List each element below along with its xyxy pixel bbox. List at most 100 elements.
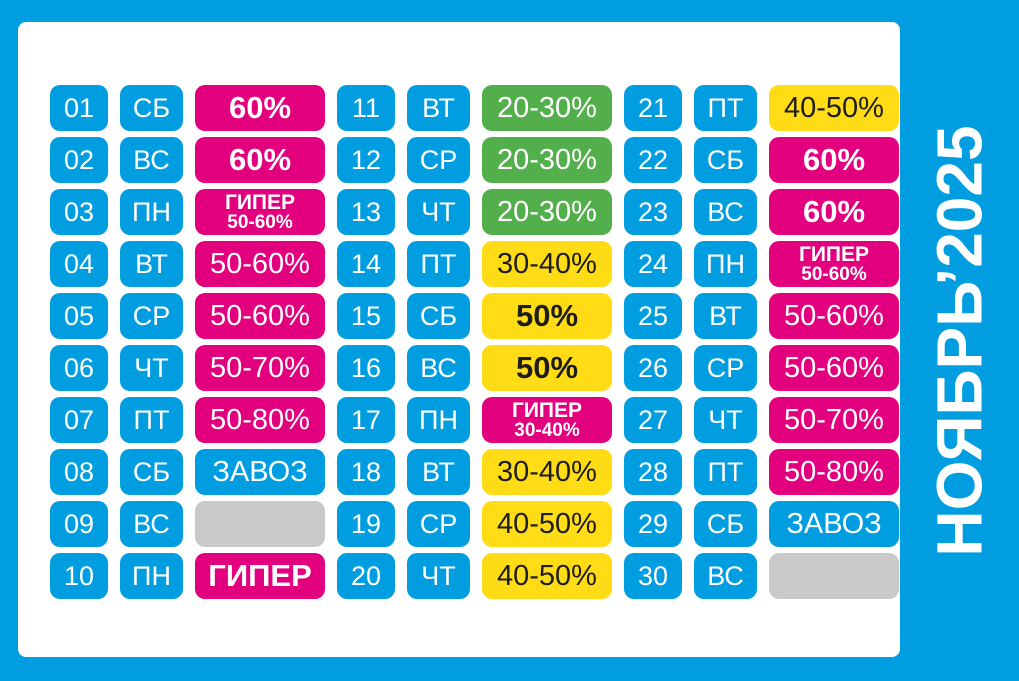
- day-of-week-cell: ЧТ: [694, 397, 757, 443]
- status-line-2: 30-40%: [514, 420, 580, 442]
- day-number-cell: 21: [624, 85, 682, 131]
- day-of-week-cell: СР: [407, 137, 470, 183]
- day-number-cell: 17: [337, 397, 395, 443]
- status-cell: [769, 553, 899, 599]
- status-line-2: 50-60%: [227, 212, 293, 234]
- status-cell: ЗАВОЗ: [195, 449, 325, 495]
- status-cell: 50%: [482, 345, 612, 391]
- status-cell: ГИПЕР 30-40%: [482, 397, 612, 443]
- status-cell: 40-50%: [482, 501, 612, 547]
- day-number-cell: 26: [624, 345, 682, 391]
- day-of-week-cell: ЧТ: [407, 553, 470, 599]
- day-of-week-cell: ЧТ: [120, 345, 183, 391]
- status-cell: 50-70%: [195, 345, 325, 391]
- day-number-cell: 19: [337, 501, 395, 547]
- day-number-cell: 27: [624, 397, 682, 443]
- day-number-cell: 07: [50, 397, 108, 443]
- status-cell: 50-60%: [195, 241, 325, 287]
- day-of-week-cell: СР: [694, 345, 757, 391]
- status-cell: 20-30%: [482, 85, 612, 131]
- day-number-cell: 15: [337, 293, 395, 339]
- day-of-week-cell: СБ: [407, 293, 470, 339]
- day-of-week-cell: СБ: [694, 501, 757, 547]
- day-number-cell: 23: [624, 189, 682, 235]
- day-of-week-cell: ПТ: [694, 449, 757, 495]
- status-cell: 40-50%: [482, 553, 612, 599]
- day-of-week-cell: ВС: [120, 137, 183, 183]
- day-of-week-cell: ПН: [694, 241, 757, 287]
- status-cell: 50-60%: [769, 293, 899, 339]
- day-of-week-cell: ВТ: [407, 449, 470, 495]
- day-number-cell: 05: [50, 293, 108, 339]
- day-number-cell: 29: [624, 501, 682, 547]
- status-cell: 50%: [482, 293, 612, 339]
- day-of-week-cell: СБ: [694, 137, 757, 183]
- status-cell: 60%: [195, 137, 325, 183]
- calendar-grid: 01 СБ 60% 02 ВС 60% 03 ПН ГИПЕР 50-60% 04 ВТ 50-60% 0…: [50, 85, 900, 599]
- status-cell: 50-60%: [195, 293, 325, 339]
- day-of-week-cell: ВС: [120, 501, 183, 547]
- day-number-cell: 18: [337, 449, 395, 495]
- status-cell: 20-30%: [482, 189, 612, 235]
- day-of-week-cell: ВТ: [694, 293, 757, 339]
- day-number-cell: 25: [624, 293, 682, 339]
- day-number-cell: 22: [624, 137, 682, 183]
- status-cell: ГИПЕР: [195, 553, 325, 599]
- day-of-week-cell: СБ: [120, 85, 183, 131]
- status-cell: 50-70%: [769, 397, 899, 443]
- status-cell: 50-60%: [769, 345, 899, 391]
- day-of-week-cell: СР: [407, 501, 470, 547]
- status-line-1: ГИПЕР: [224, 190, 296, 214]
- day-number-cell: 13: [337, 189, 395, 235]
- day-number-cell: 03: [50, 189, 108, 235]
- status-line-1: ГИПЕР: [511, 398, 583, 422]
- status-line-2: 50-60%: [801, 264, 867, 286]
- day-of-week-cell: ВС: [694, 189, 757, 235]
- status-cell: ЗАВОЗ: [769, 501, 899, 547]
- day-of-week-cell: ЧТ: [407, 189, 470, 235]
- day-number-cell: 30: [624, 553, 682, 599]
- status-cell: 50-80%: [769, 449, 899, 495]
- day-of-week-cell: ПТ: [120, 397, 183, 443]
- month-band: НОЯБРЬ’2025: [900, 0, 1019, 681]
- day-of-week-cell: ВС: [407, 345, 470, 391]
- day-of-week-cell: ПТ: [407, 241, 470, 287]
- status-cell: ГИПЕР 50-60%: [195, 189, 325, 235]
- day-number-cell: 06: [50, 345, 108, 391]
- day-number-cell: 24: [624, 241, 682, 287]
- status-cell: 20-30%: [482, 137, 612, 183]
- day-number-cell: 28: [624, 449, 682, 495]
- status-cell: 30-40%: [482, 449, 612, 495]
- day-number-cell: 16: [337, 345, 395, 391]
- month-title: НОЯБРЬ’2025: [923, 124, 996, 557]
- status-cell: 30-40%: [482, 241, 612, 287]
- day-of-week-cell: ВТ: [407, 85, 470, 131]
- day-number-cell: 01: [50, 85, 108, 131]
- day-number-cell: 20: [337, 553, 395, 599]
- day-of-week-cell: ПН: [120, 553, 183, 599]
- status-line-1: ГИПЕР: [798, 242, 870, 266]
- day-number-cell: 12: [337, 137, 395, 183]
- day-number-cell: 08: [50, 449, 108, 495]
- day-of-week-cell: ВТ: [120, 241, 183, 287]
- day-of-week-cell: ВС: [694, 553, 757, 599]
- day-number-cell: 02: [50, 137, 108, 183]
- calendar-panel: 01 СБ 60% 02 ВС 60% 03 ПН ГИПЕР 50-60% 04 ВТ 50-60% 0…: [18, 22, 900, 657]
- status-cell: 60%: [769, 189, 899, 235]
- status-cell: [195, 501, 325, 547]
- status-cell: ГИПЕР 50-60%: [769, 241, 899, 287]
- status-cell: 50-80%: [195, 397, 325, 443]
- day-number-cell: 10: [50, 553, 108, 599]
- day-of-week-cell: ПН: [120, 189, 183, 235]
- day-of-week-cell: ПТ: [694, 85, 757, 131]
- day-number-cell: 14: [337, 241, 395, 287]
- status-cell: 60%: [195, 85, 325, 131]
- day-number-cell: 04: [50, 241, 108, 287]
- day-of-week-cell: СБ: [120, 449, 183, 495]
- day-number-cell: 09: [50, 501, 108, 547]
- day-of-week-cell: СР: [120, 293, 183, 339]
- day-of-week-cell: ПН: [407, 397, 470, 443]
- day-number-cell: 11: [337, 85, 395, 131]
- status-cell: 40-50%: [769, 85, 899, 131]
- status-cell: 60%: [769, 137, 899, 183]
